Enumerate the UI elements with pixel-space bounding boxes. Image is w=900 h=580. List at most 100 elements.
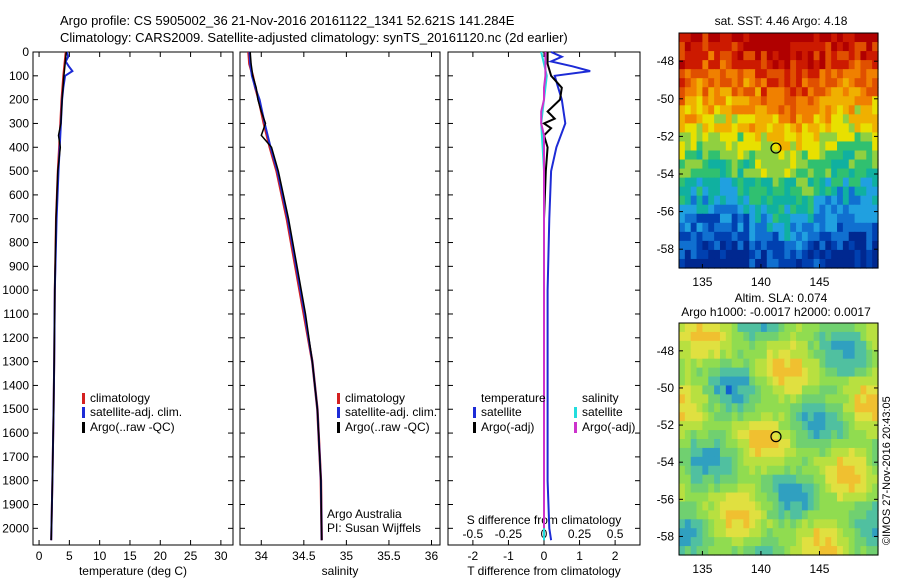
map-cell (702, 474, 709, 485)
map-cell (696, 537, 704, 547)
map-cell (725, 447, 733, 458)
map-cell (825, 367, 832, 378)
map-cell (725, 222, 733, 233)
map-cell (755, 195, 762, 206)
map-cell (714, 528, 721, 538)
map-cell (801, 222, 809, 233)
map-cell (872, 439, 879, 449)
map-cell (807, 249, 815, 260)
map-cell (778, 249, 785, 260)
map-cell (737, 78, 744, 88)
map-cell (825, 231, 832, 242)
map-cell (749, 258, 756, 269)
map-cell (755, 358, 762, 369)
map-cell (866, 456, 873, 467)
map-cell (743, 528, 750, 538)
map-cell (778, 483, 785, 494)
map-cell (848, 33, 856, 43)
map-cell (760, 510, 768, 520)
map-cell (813, 421, 821, 431)
map-cell (737, 222, 744, 233)
map-cell (801, 123, 809, 134)
map-cell (825, 412, 832, 422)
map-cell (866, 358, 873, 369)
map-cell (760, 430, 768, 440)
map-cell (772, 60, 780, 70)
map-cell (801, 483, 809, 494)
map-cell (679, 403, 686, 413)
map-cell (731, 42, 739, 52)
map-cell (702, 42, 709, 52)
map-cell (725, 123, 733, 134)
map-cell (778, 114, 785, 124)
map-cell (837, 213, 844, 224)
map-cell (749, 430, 756, 440)
map-cell (702, 501, 709, 511)
map-cell (796, 474, 803, 485)
map-cell (813, 33, 821, 43)
map-cell (772, 358, 780, 369)
map-cell (731, 213, 739, 224)
map-cell (778, 78, 785, 88)
map-cell (749, 240, 756, 251)
map-cell (679, 376, 686, 387)
map-cell (872, 528, 879, 538)
map-cell (860, 465, 867, 476)
map-cell (684, 42, 692, 52)
x-tick-label: 10 (93, 549, 107, 563)
map-cell (749, 412, 756, 422)
map-cell (684, 78, 692, 88)
map-cell (690, 114, 698, 124)
map-cell (790, 465, 797, 476)
map-cell (784, 258, 791, 269)
map-cell (749, 33, 756, 43)
map-cell (872, 204, 879, 215)
map-cell (760, 439, 768, 449)
map-cell (831, 385, 838, 395)
map-cell (679, 394, 686, 404)
map-cell (766, 474, 774, 485)
map-cell (772, 132, 780, 143)
map-cell (755, 231, 762, 242)
map-cell (842, 519, 850, 529)
map-cell (842, 249, 850, 260)
map-cell (860, 87, 867, 97)
map-cell (679, 231, 686, 242)
map-cell (778, 323, 785, 333)
map-cell (696, 412, 704, 422)
map-cell (819, 132, 826, 143)
map-cell (872, 349, 879, 360)
map-cell (696, 78, 704, 88)
map-cell (766, 510, 774, 520)
map-cell (731, 150, 739, 161)
map-cell (684, 258, 692, 269)
map-cell (714, 546, 721, 556)
map-cell (807, 376, 815, 387)
map-cell (790, 96, 797, 106)
map-cell (755, 528, 762, 538)
map-cell (790, 123, 797, 134)
map-cell (714, 430, 721, 440)
map-cell (714, 492, 721, 503)
map-cell (725, 177, 733, 188)
map-cell (725, 141, 733, 152)
map-cell (842, 385, 850, 395)
map-cell (860, 69, 867, 79)
map-cell (848, 510, 856, 520)
map-cell (702, 519, 709, 529)
map-cell (872, 249, 879, 260)
map-cell (837, 528, 844, 538)
map-cell (819, 456, 826, 467)
map-cell (766, 439, 774, 449)
map-cell (796, 114, 803, 124)
map-cell (731, 501, 739, 511)
map-cell (778, 186, 785, 197)
map-cell (819, 222, 826, 233)
map-cell (819, 168, 826, 179)
map-cell (690, 465, 698, 476)
map-cell (801, 258, 809, 269)
map-cell (696, 528, 704, 538)
map-cell (760, 367, 768, 378)
map-cell (755, 78, 762, 88)
map-cell (813, 51, 821, 61)
